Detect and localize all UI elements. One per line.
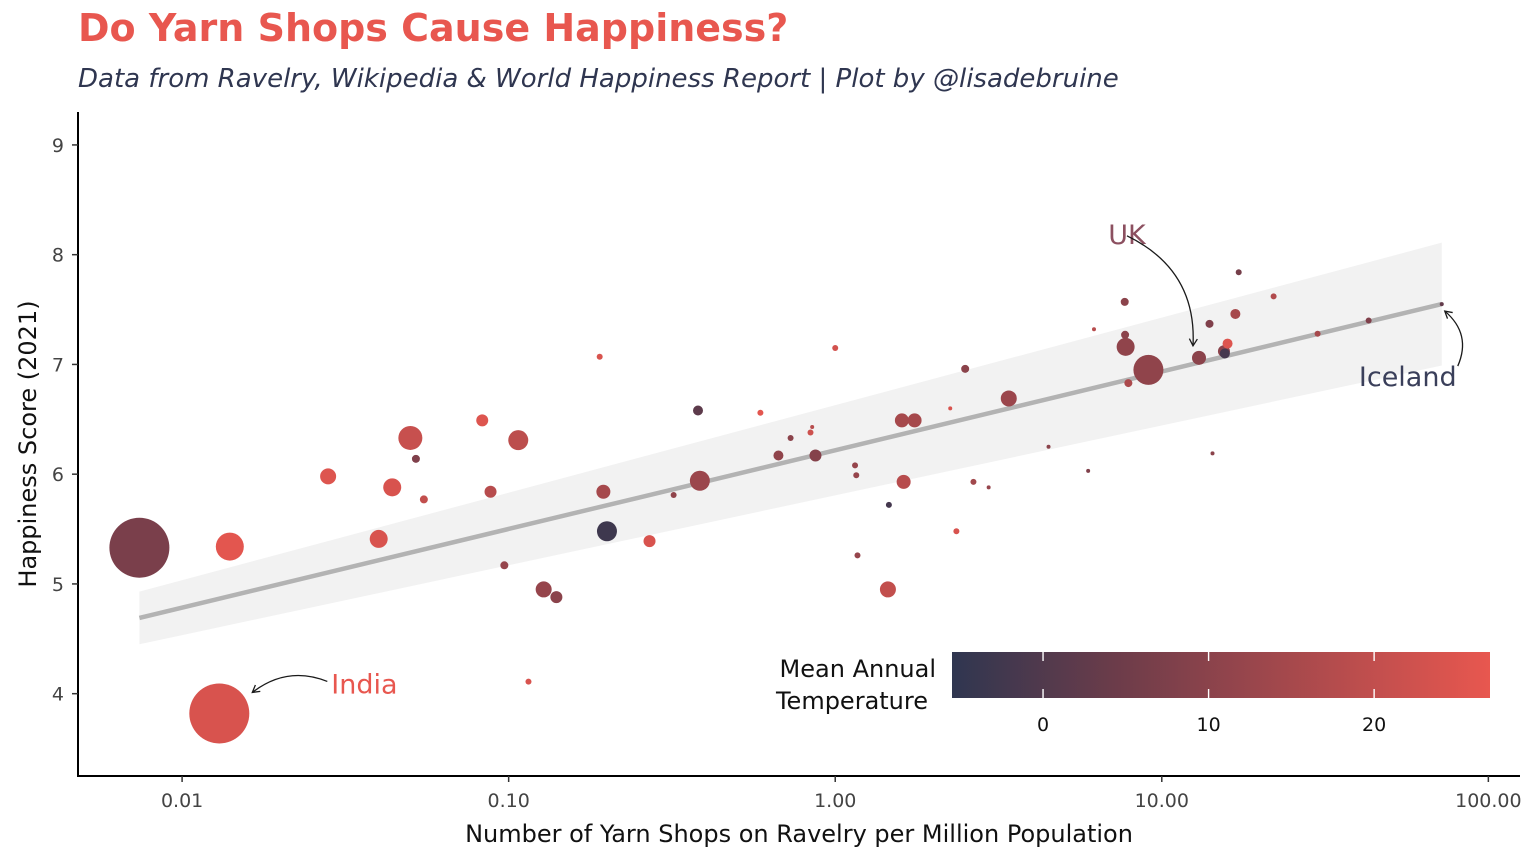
data-point xyxy=(757,409,764,416)
y-axis-title: Happiness Score (2021) xyxy=(14,300,42,587)
data-point xyxy=(535,581,552,598)
data-point xyxy=(1120,297,1129,306)
data-point xyxy=(1133,354,1164,385)
data-point xyxy=(689,470,710,491)
y-tick-label: 4 xyxy=(52,684,64,706)
data-point xyxy=(853,472,860,479)
legend-tick-label: 10 xyxy=(1196,714,1220,736)
data-point xyxy=(1314,330,1321,337)
data-point xyxy=(961,364,970,373)
y-tick-label: 5 xyxy=(52,574,64,596)
data-point xyxy=(596,521,617,542)
y-tick-label: 8 xyxy=(52,245,64,267)
legend-tick-label: 20 xyxy=(1362,714,1386,736)
data-point xyxy=(484,485,497,498)
data-point xyxy=(1222,338,1233,349)
data-point xyxy=(1086,468,1091,473)
data-point xyxy=(885,501,892,508)
data-point xyxy=(1205,319,1214,328)
trend-line xyxy=(138,301,1443,621)
legend-colorbar xyxy=(952,652,1490,698)
data-point xyxy=(1439,302,1444,307)
data-point xyxy=(419,495,428,504)
data-point xyxy=(550,591,563,604)
data-point xyxy=(894,413,909,428)
data-point xyxy=(596,353,603,360)
data-point xyxy=(692,405,703,416)
data-point xyxy=(773,450,784,461)
data-point xyxy=(596,484,611,499)
chart-title: Do Yarn Shops Cause Happiness? xyxy=(78,6,789,50)
data-point xyxy=(643,535,656,548)
data-point xyxy=(787,434,794,441)
data-point xyxy=(320,468,337,485)
annotation-arrow xyxy=(251,674,328,694)
data-point xyxy=(383,478,402,497)
x-tick-label: 0.01 xyxy=(161,790,203,812)
data-point xyxy=(1210,451,1215,456)
data-point xyxy=(953,528,960,535)
annotation-label: India xyxy=(331,669,397,700)
data-point xyxy=(879,581,896,598)
confidence-band xyxy=(139,242,1442,645)
data-point xyxy=(970,478,977,485)
data-point xyxy=(500,561,509,570)
data-point xyxy=(1124,379,1133,388)
x-tick-label: 0.10 xyxy=(488,790,530,812)
y-tick-label: 6 xyxy=(52,464,64,486)
data-point xyxy=(670,492,677,499)
data-point xyxy=(1270,293,1277,300)
annotation-arrow xyxy=(1126,235,1198,348)
data-point xyxy=(810,424,815,429)
data-point xyxy=(215,532,244,561)
data-point xyxy=(948,406,953,411)
data-point xyxy=(986,485,991,490)
data-point xyxy=(1235,269,1242,276)
data-point xyxy=(1365,317,1372,324)
data-point xyxy=(852,462,859,469)
x-axis-title: Number of Yarn Shops on Ravelry per Mill… xyxy=(465,820,1133,848)
data-point xyxy=(508,430,529,451)
data-point xyxy=(1116,337,1135,356)
x-tick-label: 10.00 xyxy=(1135,790,1189,812)
data-point xyxy=(109,517,170,578)
data-point xyxy=(476,414,489,427)
data-point xyxy=(1191,350,1206,365)
data-point xyxy=(896,474,911,489)
data-point xyxy=(189,683,250,744)
data-point xyxy=(1000,390,1017,407)
y-tick-label: 7 xyxy=(52,354,64,376)
chart-subtitle: Data from Ravelry, Wikipedia & World Hap… xyxy=(78,64,1119,94)
legend-tick-label: 0 xyxy=(1037,714,1049,736)
data-point xyxy=(398,425,423,450)
x-tick-label: 1.00 xyxy=(814,790,856,812)
data-point xyxy=(1046,444,1051,449)
data-point xyxy=(807,429,814,436)
y-tick-label: 9 xyxy=(52,135,64,157)
legend-title: Temperature xyxy=(775,687,928,715)
legend-title: Mean Annual xyxy=(780,655,936,683)
data-point xyxy=(525,678,532,685)
data-point xyxy=(369,529,388,548)
data-point xyxy=(1121,330,1130,339)
data-point xyxy=(832,344,839,351)
data-point xyxy=(1219,348,1230,359)
annotation-arrow xyxy=(1443,310,1464,367)
data-point xyxy=(907,413,922,428)
data-point xyxy=(809,449,822,462)
data-point xyxy=(411,454,420,463)
data-point xyxy=(854,552,861,559)
data-point xyxy=(1091,327,1096,332)
data-point xyxy=(1230,308,1241,319)
annotation-label: Iceland xyxy=(1359,362,1457,393)
annotation-label: UK xyxy=(1108,220,1147,251)
x-tick-label: 100.00 xyxy=(1455,790,1521,812)
